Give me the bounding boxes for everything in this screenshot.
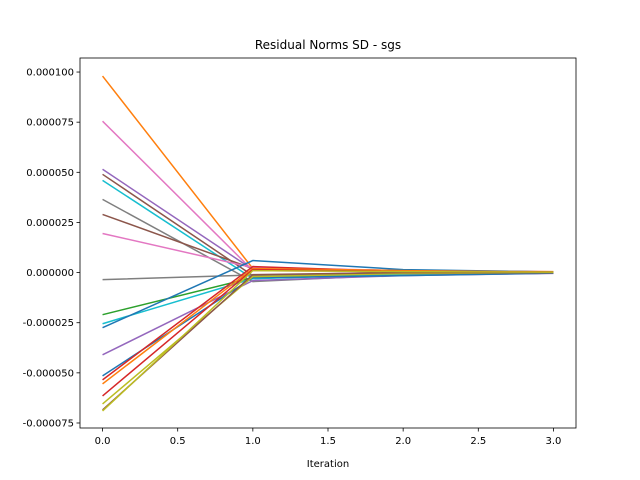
x-tick-label: 1.0 [245,436,261,447]
x-axis: 0.0 0.5 1.0 1.5 2.0 2.5 3.0 [95,428,562,447]
y-tick-label: -0.000050 [23,368,74,379]
x-tick-label: 2.5 [470,436,486,447]
series-line-1 [101,75,554,273]
series-layer [101,75,554,412]
series-line-16 [102,267,554,385]
series-line-10 [102,272,554,316]
x-tick-label: 0.0 [95,436,111,447]
series-line-7 [102,213,554,273]
y-tick-label: -0.000025 [23,318,74,329]
series-line-5 [102,179,554,280]
series-line-19 [102,271,554,411]
chart-title: Residual Norms SD - sgs [255,38,401,52]
y-tick-label: 0.000050 [26,168,74,179]
y-tick-label: 0.000025 [26,218,74,229]
y-tick-label: 0.000100 [26,68,74,79]
y-axis: -0.000075 -0.000050 -0.000025 0.000000 0.000… [23,68,80,429]
series-line-15 [102,265,554,381]
x-tick-label: 0.5 [170,436,186,447]
plot-frame [79,57,577,429]
x-axis-label: Iteration [307,459,349,470]
series-line-14 [102,272,554,377]
series-line-13 [102,272,554,356]
y-tick-label: 0.000075 [26,118,74,129]
x-tick-label: 3.0 [546,436,562,447]
y-tick-label: 0.000000 [26,268,74,279]
series-line-20 [102,269,554,412]
x-tick-label: 1.5 [320,436,336,447]
y-tick-label: -0.000075 [23,418,74,429]
x-tick-label: 2.0 [395,436,411,447]
